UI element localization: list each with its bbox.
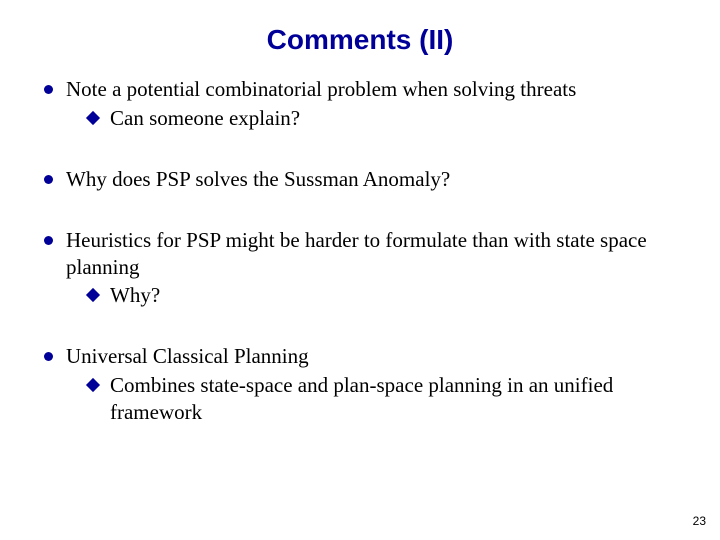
sub-list-item-text: Combines state-space and plan-space plan… <box>110 373 613 424</box>
list-item-text: Universal Classical Planning <box>66 344 309 368</box>
list-item: Universal Classical Planning Combines st… <box>42 343 678 426</box>
list-item: Heuristics for PSP might be harder to fo… <box>42 227 678 310</box>
list-item-text: Why does PSP solves the Sussman Anomaly? <box>66 167 450 191</box>
slide-title: Comments (II) <box>42 24 678 56</box>
slide: Comments (II) Note a potential combinato… <box>0 0 720 540</box>
sub-list-item-text: Can someone explain? <box>110 106 300 130</box>
page-number: 23 <box>693 514 706 528</box>
sub-list-item: Why? <box>88 282 678 309</box>
sub-list-item: Can someone explain? <box>88 105 678 132</box>
sub-list: Can someone explain? <box>88 105 678 132</box>
sub-list: Why? <box>88 282 678 309</box>
sub-list-item-text: Why? <box>110 283 160 307</box>
sub-list: Combines state-space and plan-space plan… <box>88 372 678 426</box>
list-item-text: Heuristics for PSP might be harder to fo… <box>66 228 647 279</box>
bullet-list: Note a potential combinatorial problem w… <box>42 76 678 426</box>
list-item: Note a potential combinatorial problem w… <box>42 76 678 132</box>
list-item-text: Note a potential combinatorial problem w… <box>66 77 576 101</box>
list-item: Why does PSP solves the Sussman Anomaly? <box>42 166 678 193</box>
sub-list-item: Combines state-space and plan-space plan… <box>88 372 678 426</box>
